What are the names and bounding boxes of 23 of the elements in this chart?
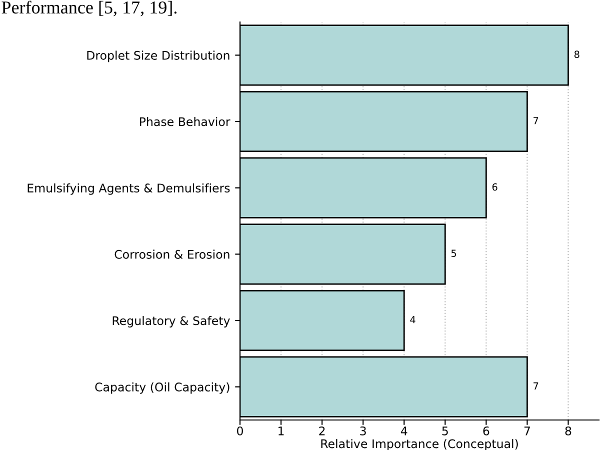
y-tick-label: Phase Behavior bbox=[140, 117, 230, 126]
x-tick-label: 6 bbox=[483, 426, 490, 436]
x-tick-label: 0 bbox=[237, 426, 243, 436]
x-tick-label: 4 bbox=[400, 426, 408, 436]
y-tick-label: Droplet Size Distribution bbox=[87, 50, 230, 62]
text: Performance [5, 17, 19]. bbox=[2, 0, 177, 16]
y-tick-label: Corrosion & Erosion bbox=[114, 250, 230, 259]
data-label: 6 bbox=[492, 183, 498, 191]
x-tick-label: 1 bbox=[278, 426, 284, 436]
data-label: 8 bbox=[574, 50, 580, 58]
x-tick-label: 2 bbox=[319, 426, 325, 436]
x-tick-label: 3 bbox=[360, 426, 366, 436]
x-tick-label: 7 bbox=[524, 426, 530, 436]
data-label: 5 bbox=[451, 250, 456, 257]
y-tick-label: Regulatory & Safety bbox=[112, 316, 230, 328]
x-tick-label: 8 bbox=[565, 426, 572, 436]
y-tick-label: Capacity (Oil Capacity) bbox=[95, 382, 230, 394]
data-label: 4 bbox=[410, 316, 416, 324]
y-tick-label: Emulsifying Agents & Demulsifiers bbox=[28, 183, 230, 195]
x-axis-title: Relative Importance (Conceptual) bbox=[321, 439, 518, 450]
x-tick-label: 5 bbox=[442, 426, 448, 436]
data-label: 7 bbox=[534, 117, 538, 124]
data-label: 7 bbox=[534, 382, 538, 390]
